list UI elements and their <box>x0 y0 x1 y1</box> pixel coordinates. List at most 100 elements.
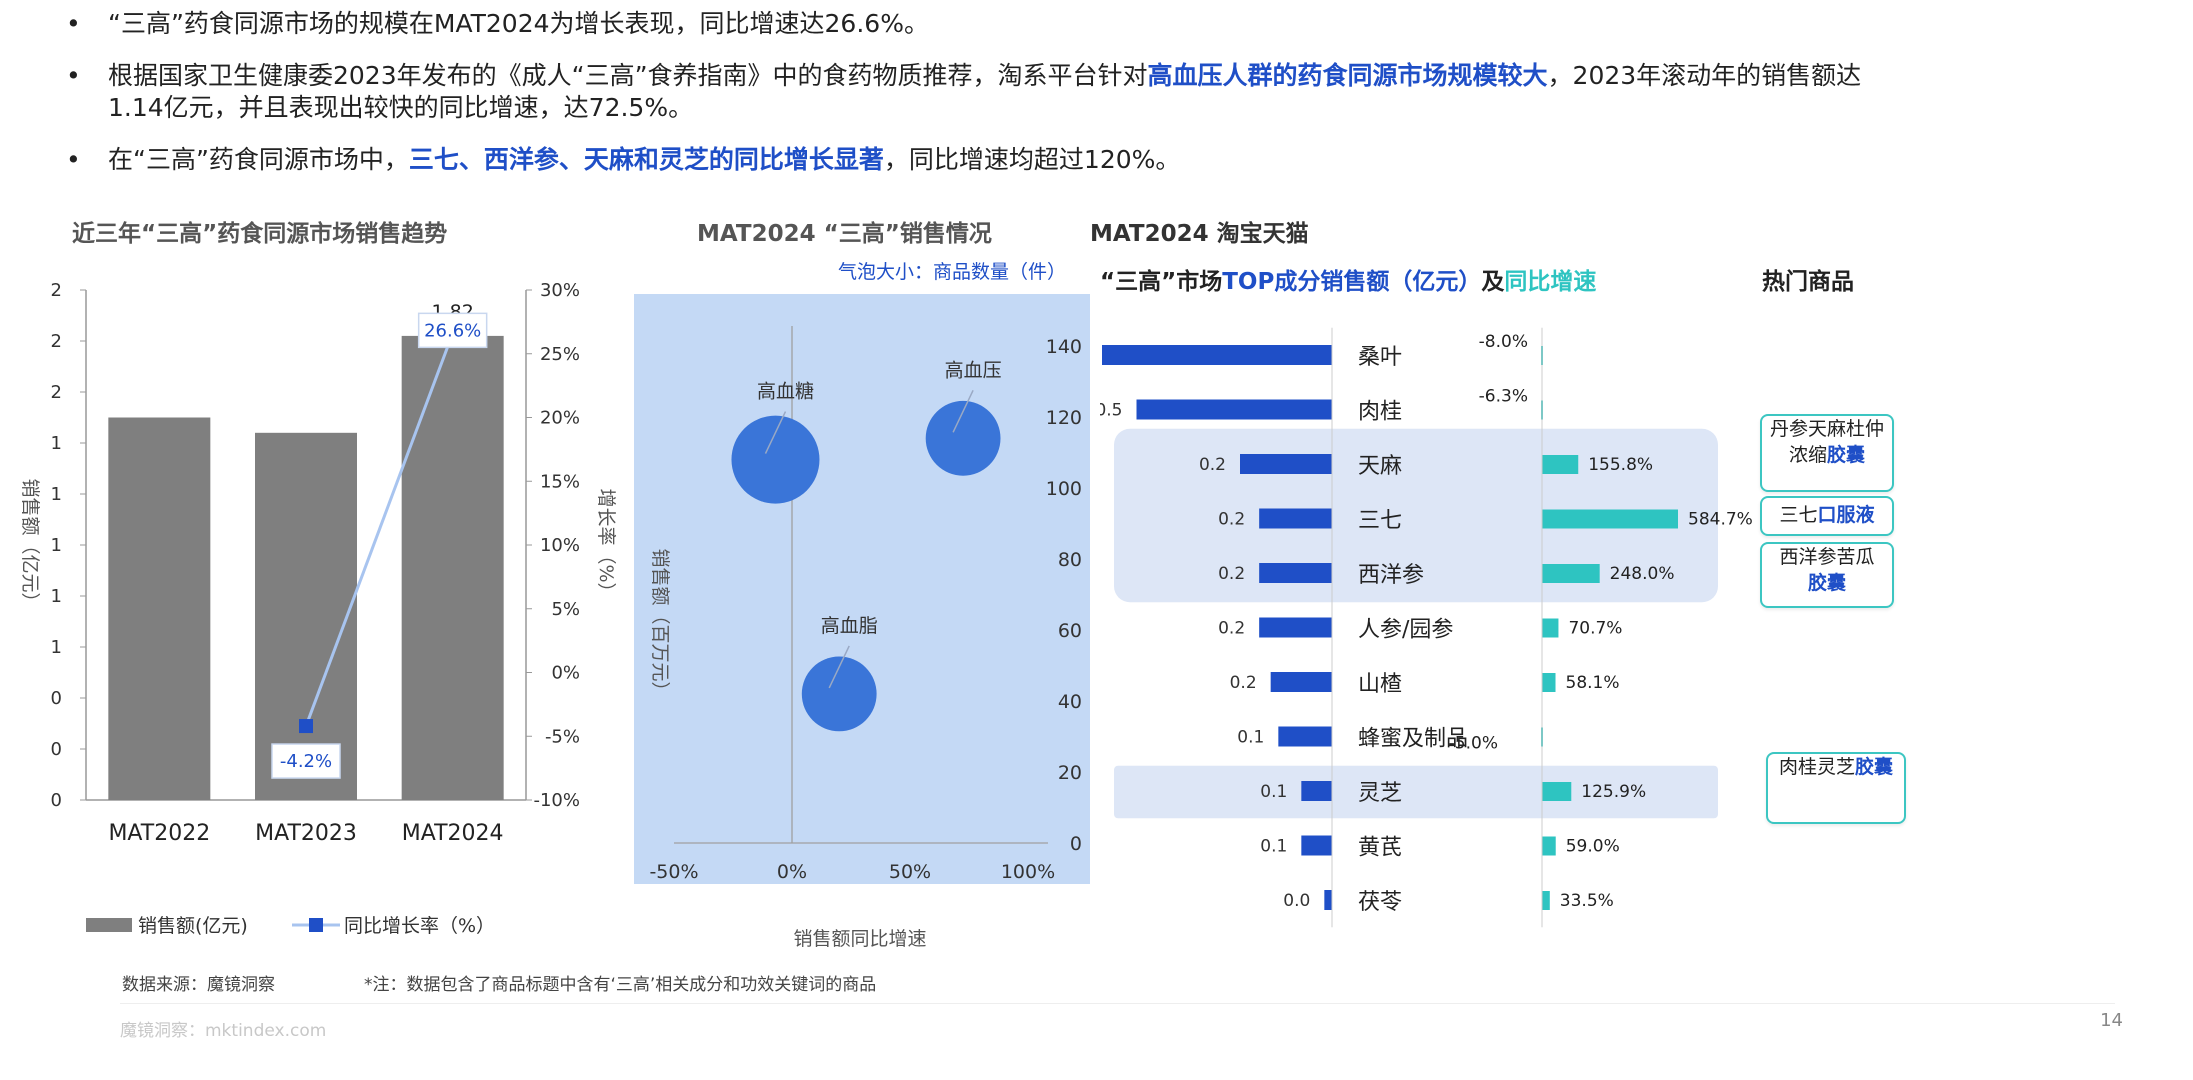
hot-product-form: 胶囊 <box>1827 444 1866 466</box>
x-tick-label: MAT2024 <box>402 821 504 846</box>
growth-value-label: 584.7% <box>1688 510 1753 530</box>
hot-product-name: 西洋参苦瓜 <box>1779 546 1875 568</box>
y-tick-label: 20 <box>1058 762 1082 784</box>
ingredient-label: 茯苓 <box>1358 890 1402 915</box>
growth-bar <box>1542 673 1556 692</box>
growth-value-label: -8.0% <box>1479 332 1528 352</box>
bullet-item: • 在“三高”药食同源市场中，三七、西洋参、天麻和灵芝的同比增长显著，同比增速均… <box>60 144 1960 176</box>
y-right-tick-label: -5% <box>545 726 580 747</box>
bullet-highlight: 高血压人群的药食同源市场规模较大 <box>1147 61 1548 90</box>
growth-line <box>304 332 455 727</box>
hot-product-name: 三七 <box>1779 504 1818 526</box>
y-right-tick-label: 0% <box>551 663 580 684</box>
x-tick-label: 50% <box>889 861 931 883</box>
sales-value-label: 0.2 <box>1230 673 1257 693</box>
legend-bar-swatch <box>86 918 132 932</box>
ingredient-label: 肉桂 <box>1358 400 1402 425</box>
growth-label-box <box>417 312 488 349</box>
y-tick-label: 0 <box>1070 833 1082 855</box>
sales-value-label: 0.1 <box>1237 728 1264 748</box>
y-right-axis-label: 增长率（%） <box>595 488 617 601</box>
y-tick-label: 60 <box>1058 620 1082 642</box>
sales-bar <box>1270 672 1332 692</box>
bubble <box>801 656 877 732</box>
ingredient-label: 灵芝 <box>1358 781 1402 806</box>
bubble-leader <box>764 411 787 454</box>
growth-bar <box>1542 455 1579 474</box>
trend-chart: 0 0 0 1 1 1 1 1 2 2 2 -10% -5% 0% 5% 10% 15% 20% 25% 30% 销售额… <box>19 280 617 937</box>
x-tick-label: 0% <box>777 861 807 883</box>
growth-bar <box>1542 509 1678 529</box>
y-tick-label: 100 <box>1046 478 1082 500</box>
y-right-tick-label: 5% <box>551 599 580 620</box>
growth-value-label: 70.7% <box>1568 619 1622 639</box>
sales-value-label: 0.2 <box>1218 510 1245 530</box>
bullet-dot: • <box>66 9 81 38</box>
growth-bar <box>1542 782 1572 801</box>
y-tick-label: 40 <box>1058 691 1082 713</box>
growth-bar <box>1542 836 1556 856</box>
ingredient-chart: 0.6桑叶-8.0%0.5肉桂-6.3%0.2天麻155.8%0.2三七584.… <box>1100 327 1753 928</box>
trend-chart-title: 近三年“三高”药食同源市场销售趋势 <box>72 221 448 247</box>
bubble-leader <box>828 645 850 689</box>
hot-product-name: 丹参天麻杜仲浓缩 <box>1769 418 1884 466</box>
taobao-title: MAT2024 淘宝天猫 <box>1090 221 1309 247</box>
growth-label-box <box>271 743 341 779</box>
sales-bar <box>1102 345 1332 365</box>
bubble-panel-bg <box>634 294 1090 884</box>
x-tick-label: 100% <box>1001 861 1055 883</box>
ingredient-label: 山楂 <box>1358 672 1402 697</box>
brand-watermark: 魔镜洞察：mktindex.com <box>120 1021 327 1041</box>
bullet-dot: • <box>66 145 81 174</box>
growth-value-label: -5.0% <box>1449 734 1498 754</box>
y-left-tick-label: 0 <box>51 790 62 811</box>
bubble-leader <box>952 389 974 433</box>
x-tick-label: MAT2022 <box>108 821 210 846</box>
bar <box>255 432 357 800</box>
y-tick-label: 80 <box>1058 549 1082 571</box>
bubble-label: 高血压 <box>945 359 1002 381</box>
sales-value-label: 0.1 <box>1260 782 1287 802</box>
bullet-text: “三高”药食同源市场的规模在MAT2024为增长表现，同比增速达26.6%。 <box>108 9 929 38</box>
y-left-axis-label: 销售额（亿元） <box>19 478 41 611</box>
growth-value-label: -6.3% <box>1479 387 1528 407</box>
y-left-tick-label: 1 <box>51 484 62 505</box>
growth-value-label: 125.9% <box>1581 782 1646 802</box>
hot-product-form: 胶囊 <box>1855 756 1894 778</box>
bullet-text: 在“三高”药食同源市场中， <box>108 145 409 174</box>
bullet-text: ，同比增速均超过120%。 <box>883 145 1181 174</box>
hot-product-name: 肉桂灵芝 <box>1778 756 1855 778</box>
sales-bar <box>1240 454 1332 474</box>
footer-divider <box>120 1003 2115 1004</box>
legend-bar-label: 销售额(亿元) <box>138 915 248 937</box>
y-left-tick-label: 1 <box>51 535 62 556</box>
bubble-chart: 气泡大小：商品数量（件） -50% 0% 50% 100% 0 20 40 60 80 100 120… <box>634 261 1090 950</box>
y-right-tick-label: 20% <box>540 408 580 429</box>
ingredient-chart-title: “三高”市场TOP成分销售额（亿元）及同比增速 <box>1100 262 1596 296</box>
page-number: 14 <box>2100 1010 2123 1031</box>
growth-value-label: 248.0% <box>1610 564 1675 584</box>
sales-bar <box>1259 563 1332 583</box>
ingredient-title-prefix: “三高”市场 <box>1100 269 1223 295</box>
footnote: *注：数据包含了商品标题中含有‘三高’相关成分和功效关键词的商品 <box>364 975 877 995</box>
growth-bar <box>1542 618 1559 638</box>
sales-bar <box>1324 890 1332 910</box>
y-right-tick-label: -10% <box>533 790 580 811</box>
bullet-highlight: 三七、西洋参、天麻和灵芝的同比增长显著 <box>408 145 884 174</box>
bullet-item: • 根据国家卫生健康委2023年发布的《成人“三高”食养指南》中的食药物质推荐，… <box>60 60 1868 124</box>
growth-label: 26.6% <box>424 320 481 341</box>
legend-line-label: 同比增长率（%） <box>344 915 495 937</box>
sales-bar <box>1301 781 1332 801</box>
y-right-tick-label: 30% <box>540 280 580 301</box>
hot-product-form: 口服液 <box>1817 504 1875 526</box>
y-left-tick-label: 2 <box>51 382 62 403</box>
x-tick-label: -50% <box>649 861 698 883</box>
sales-bar <box>1259 617 1332 638</box>
y-axis-label: 销售额（百万元） <box>649 548 671 700</box>
sales-value-label: 0.2 <box>1218 619 1245 639</box>
growth-label: -4.2% <box>280 751 332 772</box>
ingredient-label: 蜂蜜及制品 <box>1358 727 1468 752</box>
hot-product-card: 三七口服液 <box>1760 496 1894 536</box>
growth-bar <box>1542 891 1550 910</box>
bar <box>401 335 504 800</box>
